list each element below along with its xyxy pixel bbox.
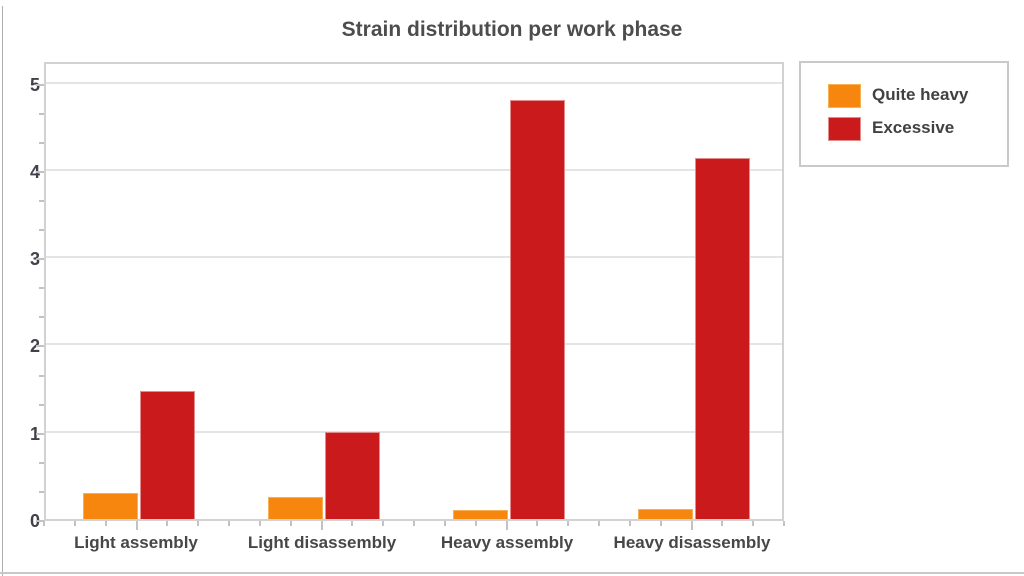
y-minor-tick [39,142,44,144]
x-minor-tick [351,521,353,526]
y-minor-tick [39,287,44,289]
x-minor-tick [105,521,107,526]
x-minor-tick [413,521,415,526]
x-center-tick-0 [136,521,138,530]
y-minor-tick [39,375,44,377]
x-minor-tick [536,521,538,526]
quite-heavy-swatch-icon [828,84,861,108]
panel-left-border [2,6,3,576]
x-center-tick-1 [321,521,323,530]
legend-label-quite-heavy: Quite heavy [872,85,969,104]
bar-quite-heavy-1 [268,497,323,519]
x-minor-tick [660,521,662,526]
gridline-y-2 [46,343,782,346]
x-axis-label-light-assembly: Light assembly [74,533,198,552]
legend: Quite heavy Excessive [799,61,1009,167]
x-center-tick-3 [691,521,693,530]
bar-quite-heavy-3 [638,509,693,519]
x-minor-tick [382,521,384,526]
x-axis-label-heavy-disassembly: Heavy disassembly [613,533,771,552]
bar-excessive-2 [510,100,565,519]
y-major-tick-0 [36,520,44,522]
x-axis-label-heavy-assembly: Heavy assembly [440,533,574,552]
x-minor-tick [74,521,76,526]
gridline-y-5 [46,81,782,84]
excessive-swatch-icon [828,117,861,141]
y-major-tick-2 [36,345,44,347]
legend-label-excessive: Excessive [872,118,955,137]
gridline-y-3 [46,256,782,259]
y-minor-tick [39,229,44,231]
x-axis-label-light-disassembly: Light disassembly [247,533,397,552]
x-minor-tick [290,521,292,526]
bar-quite-heavy-2 [453,510,508,519]
y-major-tick-1 [36,433,44,435]
y-axis-label-2: 2 [29,336,40,356]
x-minor-tick [43,521,45,526]
bar-excessive-0 [140,391,195,519]
plot-area [44,62,784,521]
gridline-y-4 [46,168,782,171]
y-major-tick-5 [36,84,44,86]
x-minor-tick [752,521,754,526]
y-major-tick-4 [36,171,44,173]
bar-excessive-1 [325,432,380,519]
y-axis-label-0: 0 [29,511,40,531]
y-axis-label-5: 5 [29,75,40,95]
x-minor-tick [629,521,631,526]
y-minor-tick [39,200,44,202]
y-major-tick-3 [36,258,44,260]
x-minor-tick [166,521,168,526]
x-minor-tick [721,521,723,526]
chart-title: Strain distribution per work phase [341,18,683,41]
x-minor-tick [475,521,477,526]
y-axis-label-3: 3 [29,249,40,269]
panel-bottom-border [0,572,1024,574]
x-minor-tick [598,521,600,526]
x-center-tick-2 [506,521,508,530]
y-axis-label-4: 4 [29,162,40,182]
y-minor-tick [39,491,44,493]
y-axis-label-1: 1 [29,424,40,444]
x-minor-tick [783,521,785,526]
gridline-y-1 [46,430,782,433]
bar-quite-heavy-0 [83,493,138,519]
bar-excessive-3 [695,158,750,519]
x-minor-tick [259,521,261,526]
x-minor-tick [444,521,446,526]
y-minor-tick [39,462,44,464]
y-minor-tick [39,113,44,115]
y-minor-tick [39,316,44,318]
x-minor-tick [567,521,569,526]
x-minor-tick [228,521,230,526]
x-minor-tick [197,521,199,526]
y-minor-tick [39,404,44,406]
